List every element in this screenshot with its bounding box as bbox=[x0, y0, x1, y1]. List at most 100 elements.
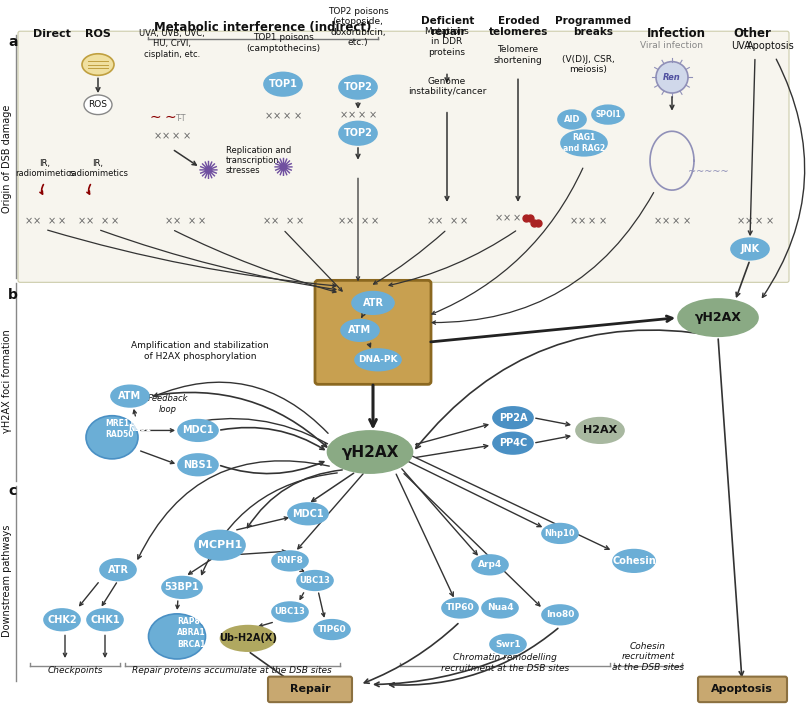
Ellipse shape bbox=[264, 72, 302, 96]
Text: Nhp10: Nhp10 bbox=[544, 529, 575, 538]
Text: $\sim\!\sim$: $\sim\!\sim$ bbox=[147, 108, 177, 123]
Text: TOP2: TOP2 bbox=[344, 82, 372, 92]
Text: ATR: ATR bbox=[362, 298, 383, 308]
FancyBboxPatch shape bbox=[268, 676, 352, 702]
Text: TOP2: TOP2 bbox=[344, 128, 372, 138]
Ellipse shape bbox=[100, 559, 136, 581]
Text: MDC1: MDC1 bbox=[292, 509, 324, 519]
Text: JNK: JNK bbox=[740, 244, 760, 254]
Ellipse shape bbox=[272, 602, 308, 622]
Ellipse shape bbox=[221, 625, 276, 651]
Text: RAD50: RAD50 bbox=[105, 430, 133, 440]
Text: Viral infection: Viral infection bbox=[641, 41, 704, 50]
Ellipse shape bbox=[178, 420, 218, 441]
Text: Arp4: Arp4 bbox=[478, 560, 502, 569]
Text: ROS: ROS bbox=[85, 29, 111, 39]
Text: CHK1: CHK1 bbox=[90, 615, 120, 625]
Ellipse shape bbox=[656, 62, 688, 93]
Ellipse shape bbox=[272, 551, 308, 571]
Ellipse shape bbox=[328, 431, 413, 473]
Text: Repair proteins accumulate at the DSB sites: Repair proteins accumulate at the DSB si… bbox=[132, 666, 332, 675]
Text: Feedback
loop: Feedback loop bbox=[148, 394, 188, 414]
Text: TIP60: TIP60 bbox=[446, 603, 474, 613]
Ellipse shape bbox=[162, 576, 202, 598]
Text: γH2AX foci formation: γH2AX foci formation bbox=[2, 330, 12, 433]
Text: TOP1: TOP1 bbox=[269, 79, 298, 89]
Text: 53BP1: 53BP1 bbox=[164, 582, 199, 593]
Text: UBC13: UBC13 bbox=[299, 576, 330, 585]
Text: Ub-H2A(X): Ub-H2A(X) bbox=[219, 633, 277, 643]
Text: $\times\!\times\!\times\!\times$: $\times\!\times\!\times\!\times$ bbox=[653, 216, 691, 226]
Text: Ino80: Ino80 bbox=[546, 610, 574, 620]
Text: UBC13: UBC13 bbox=[274, 608, 306, 616]
Ellipse shape bbox=[355, 349, 401, 371]
Ellipse shape bbox=[111, 385, 149, 407]
Text: ROS: ROS bbox=[88, 100, 108, 109]
Ellipse shape bbox=[149, 614, 205, 659]
Text: Cohesin: Cohesin bbox=[612, 556, 656, 566]
Text: ATM: ATM bbox=[118, 391, 142, 401]
Text: Mutations
in DDR
proteins: Mutations in DDR proteins bbox=[425, 27, 469, 57]
Text: $\times\!\times\!\times\!\times$: $\times\!\times\!\times\!\times$ bbox=[153, 130, 191, 141]
Ellipse shape bbox=[613, 549, 655, 572]
Text: TIP60: TIP60 bbox=[318, 625, 346, 634]
FancyBboxPatch shape bbox=[18, 31, 789, 282]
Ellipse shape bbox=[178, 454, 218, 476]
Text: Checkpoints: Checkpoints bbox=[47, 666, 103, 675]
Text: TOP1 poisons
(camptothecins): TOP1 poisons (camptothecins) bbox=[246, 33, 320, 53]
Text: IR,
radiomimetics: IR, radiomimetics bbox=[68, 159, 128, 178]
Text: Replication and
transcription
stresses: Replication and transcription stresses bbox=[226, 145, 291, 175]
Text: c: c bbox=[8, 484, 16, 498]
FancyBboxPatch shape bbox=[315, 280, 431, 384]
Text: MDC1: MDC1 bbox=[182, 425, 214, 435]
Text: Other: Other bbox=[733, 27, 771, 40]
Ellipse shape bbox=[86, 415, 138, 459]
Text: a: a bbox=[8, 35, 18, 49]
Text: RNF8: RNF8 bbox=[277, 557, 303, 565]
Text: DNA-PK: DNA-PK bbox=[358, 355, 398, 364]
Text: UVA, UVB, UVC,
HU, CrVI,
cisplatin, etc.: UVA, UVB, UVC, HU, CrVI, cisplatin, etc. bbox=[139, 29, 205, 59]
Text: b: b bbox=[8, 288, 18, 302]
Text: CHK2: CHK2 bbox=[47, 615, 77, 625]
Text: $\times\!\times\;\times\!\times$: $\times\!\times\;\times\!\times$ bbox=[164, 216, 206, 226]
Text: $\times\!\times\!\times\!\times$: $\times\!\times\!\times\!\times$ bbox=[569, 216, 607, 226]
Text: $\times\!\times\!\times\!\times$: $\times\!\times\!\times\!\times$ bbox=[339, 110, 377, 121]
Text: RAG1
and RAG2: RAG1 and RAG2 bbox=[563, 133, 605, 152]
Text: γH2AX: γH2AX bbox=[341, 445, 399, 459]
Text: TOP2 poisons
(etoposide,
doxorubicin,
etc.): TOP2 poisons (etoposide, doxorubicin, et… bbox=[328, 7, 388, 47]
Text: Telomere
shortening: Telomere shortening bbox=[493, 45, 542, 65]
Ellipse shape bbox=[339, 121, 377, 145]
Text: Eroded
telomeres: Eroded telomeres bbox=[489, 16, 549, 37]
Text: ATR: ATR bbox=[108, 564, 129, 575]
Text: Deficient
repair: Deficient repair bbox=[421, 16, 475, 37]
Text: Chromatin remodelling
recruitment at the DSB sites: Chromatin remodelling recruitment at the… bbox=[441, 654, 569, 673]
Text: Infection: Infection bbox=[646, 27, 705, 40]
Text: MCPH1: MCPH1 bbox=[198, 540, 242, 550]
Ellipse shape bbox=[561, 130, 607, 156]
Ellipse shape bbox=[44, 609, 80, 630]
Text: NBS1: NBS1 bbox=[184, 459, 213, 470]
Ellipse shape bbox=[472, 555, 508, 574]
Text: Ren: Ren bbox=[663, 73, 681, 82]
Ellipse shape bbox=[87, 609, 123, 630]
Text: Apoptosis: Apoptosis bbox=[748, 41, 795, 51]
Text: Cohesin
recruitment
at the DSB sites: Cohesin recruitment at the DSB sites bbox=[612, 642, 684, 671]
Text: PP4C: PP4C bbox=[499, 438, 527, 448]
Text: $\times\!\times\!\times\!\times$: $\times\!\times\!\times\!\times$ bbox=[264, 111, 302, 121]
Ellipse shape bbox=[314, 620, 350, 640]
Text: Nua4: Nua4 bbox=[487, 603, 514, 613]
Ellipse shape bbox=[482, 598, 518, 618]
Text: T-T: T-T bbox=[176, 114, 187, 123]
Ellipse shape bbox=[576, 418, 624, 443]
Ellipse shape bbox=[731, 238, 769, 259]
Text: Metabolic interference (indirect): Metabolic interference (indirect) bbox=[155, 21, 371, 34]
Text: Swr1: Swr1 bbox=[495, 640, 521, 649]
Ellipse shape bbox=[195, 530, 245, 560]
Text: H2AX: H2AX bbox=[582, 425, 617, 435]
Ellipse shape bbox=[82, 54, 114, 75]
Text: NBS1: NBS1 bbox=[128, 425, 150, 433]
Ellipse shape bbox=[493, 407, 533, 428]
Text: ~~~~~: ~~~~~ bbox=[688, 167, 729, 177]
Ellipse shape bbox=[288, 503, 328, 525]
Text: ✺: ✺ bbox=[197, 160, 218, 184]
